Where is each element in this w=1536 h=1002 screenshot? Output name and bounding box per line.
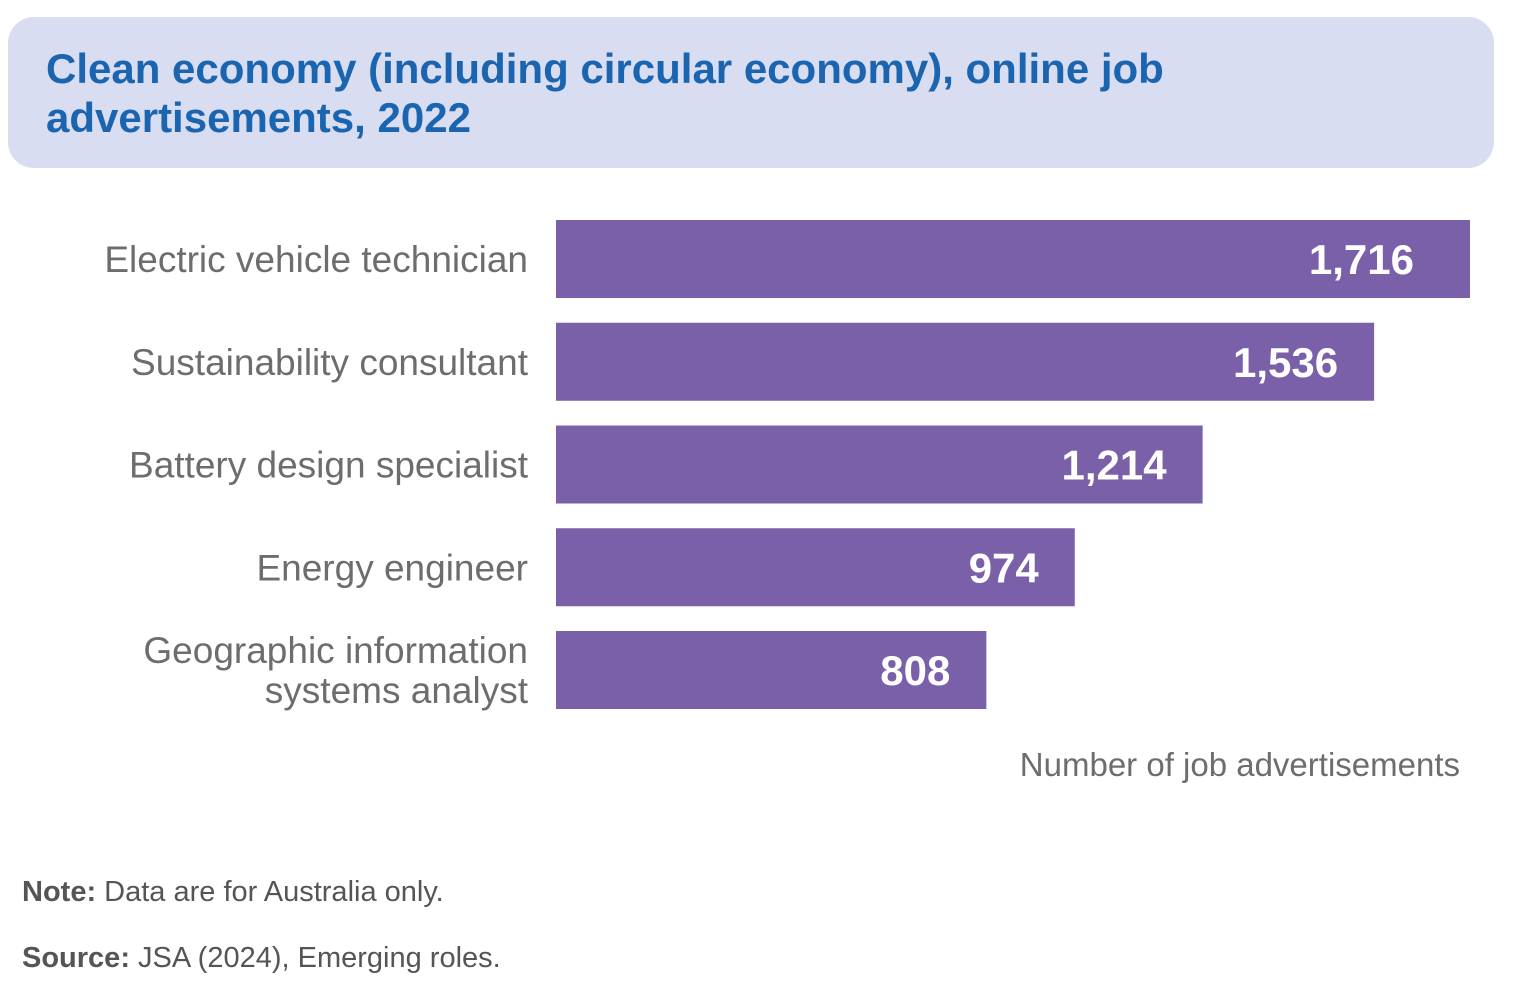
chart-title: Clean economy (including circular econom… bbox=[46, 45, 1164, 141]
category-label: Geographic information bbox=[143, 630, 528, 671]
category-label: Energy engineer bbox=[256, 547, 528, 588]
source-label: Source: bbox=[22, 942, 130, 974]
x-axis-label: Number of job advertisements bbox=[1019, 746, 1460, 783]
data-label: 1,536 bbox=[1233, 339, 1338, 386]
note-text: Data are for Australia only. bbox=[96, 876, 444, 908]
bar bbox=[556, 322, 1375, 401]
bar bbox=[556, 631, 987, 709]
bar bbox=[556, 220, 1470, 298]
category-label: Sustainability consultant bbox=[131, 342, 529, 383]
note-label: Note: bbox=[22, 876, 97, 908]
source-text: JSA (2024), Emerging roles. bbox=[129, 942, 501, 974]
category-label: systems analyst bbox=[265, 670, 529, 711]
note: Note: Data are for Australia only. bbox=[22, 876, 444, 909]
data-label: 1,214 bbox=[1062, 442, 1168, 489]
data-label: 1,716 bbox=[1309, 236, 1414, 283]
category-label: Battery design specialist bbox=[129, 445, 529, 486]
data-label: 974 bbox=[969, 544, 1040, 591]
data-label: 808 bbox=[880, 647, 950, 694]
title-banner bbox=[8, 17, 1494, 168]
category-label: Electric vehicle technician bbox=[104, 239, 528, 280]
source: Source: JSA (2024), Emerging roles. bbox=[22, 942, 501, 975]
bar bbox=[556, 528, 1075, 607]
bar bbox=[556, 425, 1203, 504]
